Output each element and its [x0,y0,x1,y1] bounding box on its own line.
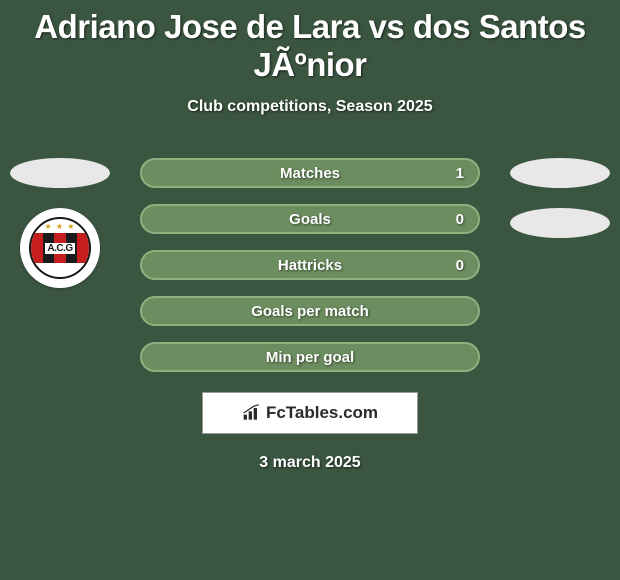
stat-rows: Matches 1 Goals 0 Hattricks 0 Goals per … [140,158,480,372]
comparison-card: Adriano Jose de Lara vs dos Santos JÃºni… [0,0,620,580]
stat-row-goals: Goals 0 [140,204,480,234]
stat-row-matches: Matches 1 [140,158,480,188]
stat-value-right: 1 [456,165,464,182]
player-left-club-badge: ★ ★ ★ A.C.G [20,208,100,288]
chart-icon [242,404,262,422]
date-line: 3 march 2025 [0,454,620,472]
stat-row-min-per-goal: Min per goal [140,342,480,372]
stat-row-hattricks: Hattricks 0 [140,250,480,280]
stat-label: Hattricks [278,257,342,274]
player-left-photo-placeholder [10,158,110,188]
subtitle: Club competitions, Season 2025 [0,98,620,116]
branding-text: FcTables.com [266,403,378,423]
stat-label: Matches [280,165,340,182]
stat-value-right: 0 [456,257,464,274]
player-right-photo-placeholder [510,158,610,188]
branding-badge: FcTables.com [202,392,418,434]
stat-label: Min per goal [266,349,354,366]
stat-row-goals-per-match: Goals per match [140,296,480,326]
stats-area: ★ ★ ★ A.C.G Matches 1 Goals 0 Hattricks … [0,158,620,472]
club-stars-icon: ★ ★ ★ [45,222,76,231]
club-badge-text: A.C.G [45,243,74,254]
stat-label: Goals per match [251,303,369,320]
club-badge-inner: ★ ★ ★ A.C.G [29,217,91,279]
stat-value-right: 0 [456,211,464,228]
stat-label: Goals [289,211,331,228]
page-title: Adriano Jose de Lara vs dos Santos JÃºni… [0,8,620,84]
player-right-club-placeholder [510,208,610,238]
